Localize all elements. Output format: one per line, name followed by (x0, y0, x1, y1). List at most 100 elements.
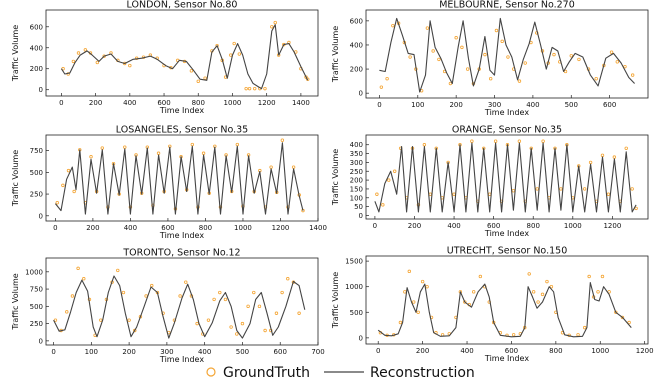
x-tick-label: 400 (447, 222, 460, 230)
groundtruth-point (72, 189, 76, 194)
x-tick-label: 1200 (272, 224, 290, 232)
groundtruth-point (247, 86, 252, 91)
x-tick-label: 1200 (603, 222, 621, 230)
x-tick-label: 500 (236, 348, 249, 356)
groundtruth-point (407, 269, 411, 274)
groundtruth-point (392, 169, 397, 173)
groundtruth-point (381, 203, 385, 207)
groundtruth-point (596, 290, 600, 294)
groundtruth-point (150, 283, 154, 288)
groundtruth-point (609, 50, 614, 54)
y-tick-label: 1000 (25, 268, 43, 276)
groundtruth-point (263, 86, 267, 91)
y-tick-label: 1500 (345, 258, 363, 266)
panel-title: LOSANGELES, Sensor No.35 (116, 125, 248, 136)
x-tick-label: 100 (85, 348, 98, 356)
x-tick-label: 700 (311, 348, 324, 356)
groundtruth-point (195, 321, 199, 326)
chart-panel: 0 100 200 300 400 500 600 0 200 400 600 MELBOURNE, … (331, 0, 649, 117)
reconstruction-line (379, 17, 635, 93)
groundtruth-point (232, 41, 236, 46)
groundtruth-point (471, 290, 476, 294)
groundtruth-point (184, 280, 188, 284)
x-tick-label: 800 (199, 224, 212, 232)
groundtruth-point (178, 294, 182, 298)
groundtruth-point (212, 297, 216, 302)
groundtruth-point (569, 54, 573, 58)
groundtruth-point (536, 300, 540, 304)
groundtruth-point (535, 187, 539, 191)
groundtruth-point (116, 268, 120, 273)
y-axis-label: Traffic Volume (11, 25, 20, 82)
panel-title: MELBOURNE, Sensor No.270 (439, 0, 575, 11)
y-axis-label: Traffic Volume (11, 150, 20, 207)
groundtruth-point (71, 59, 76, 64)
groundtruth-point (527, 272, 531, 276)
y-tick-label: 300 (350, 159, 363, 167)
groundtruth-point (478, 274, 483, 279)
x-tick-label: 400 (460, 347, 473, 355)
x-tick-label: 400 (526, 101, 539, 109)
x-tick-label: 200 (89, 99, 102, 107)
groundtruth-point (540, 292, 545, 297)
groundtruth-point (483, 52, 487, 57)
groundtruth-point (412, 300, 416, 304)
groundtruth-point (280, 138, 285, 142)
groundtruth-point (253, 86, 257, 91)
groundtruth-point (280, 290, 284, 295)
groundtruth-point (531, 290, 536, 294)
y-tick-label: 600 (30, 23, 43, 31)
groundtruth-point (465, 67, 470, 71)
x-tick-label: 0 (51, 348, 55, 356)
groundtruth-point (82, 277, 86, 281)
x-axis-label: Time Index (159, 355, 204, 364)
groundtruth-point (582, 187, 587, 191)
legend-groundtruth-label: GroundTruth (223, 365, 310, 381)
groundtruth-point (89, 155, 93, 159)
panel-title: ORANGE, Sensor No.35 (452, 125, 562, 136)
groundtruth-point (391, 23, 395, 28)
groundtruth-point (206, 318, 211, 322)
groundtruth-point (61, 183, 65, 188)
chart-panel: 0 200 400 600 800 1000 1200 1400 0 250 500 750 LOSAN… (11, 125, 327, 241)
x-tick-label: 600 (505, 347, 518, 355)
groundtruth-point (244, 86, 248, 91)
groundtruth-point (420, 279, 425, 284)
groundtruth-point (630, 187, 634, 191)
groundtruth-point (523, 61, 527, 65)
groundtruth-point (273, 20, 277, 25)
groundtruth-point (506, 55, 510, 59)
groundtruth-point (460, 45, 464, 50)
groundtruth-point (488, 77, 493, 81)
x-tick-label: 600 (157, 99, 170, 107)
chart-panel: 0 100 200 300 400 500 600 700 0 250 500 750 1000 TORO… (11, 248, 325, 365)
groundtruth-point (600, 274, 605, 279)
groundtruth-point (121, 290, 126, 295)
groundtruth-point (416, 310, 420, 314)
groundtruth-point (65, 310, 69, 314)
x-tick-label: 300 (488, 101, 501, 109)
plot-frame (45, 134, 319, 222)
y-tick-label: 50 (354, 203, 363, 211)
x-tick-label: 1000 (234, 224, 252, 232)
groundtruth-point (606, 192, 611, 196)
groundtruth-point (408, 55, 412, 59)
groundtruth-point (240, 321, 245, 326)
groundtruth-point (398, 320, 403, 325)
series-group (374, 139, 638, 213)
plot-frame (45, 9, 319, 97)
y-tick-label: 200 (350, 66, 363, 74)
series-group (377, 269, 632, 338)
groundtruth-point (218, 290, 222, 295)
groundtruth-point (270, 25, 274, 29)
groundtruth-point (620, 315, 625, 320)
x-tick-label: 600 (274, 348, 287, 356)
x-tick-label: 200 (86, 224, 99, 232)
chart-panels: 0 200 400 600 800 1000 1200 14000200400600LONDO… (11, 0, 654, 364)
groundtruth-point (127, 318, 131, 322)
y-tick-label: 500 (30, 303, 43, 311)
groundtruth-point (387, 178, 391, 182)
x-tick-label: 200 (122, 348, 135, 356)
y-tick-label: 750 (30, 147, 43, 155)
